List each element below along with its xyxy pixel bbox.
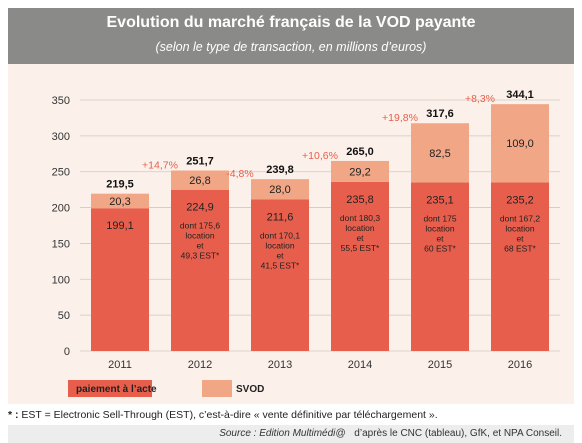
legend-label-paiement: paiement à l’acte xyxy=(76,384,157,395)
bar-detail-text: dont 175 xyxy=(423,213,456,223)
growth-label: +19,8% xyxy=(382,112,418,124)
bar-label-svod: 26,8 xyxy=(189,175,210,187)
bar-label-paiement: 224,9 xyxy=(186,202,214,214)
legend-label-svod: SVOD xyxy=(236,384,264,395)
bar-detail-text: dont 167,2 xyxy=(500,213,540,223)
bar-detail-text: et xyxy=(516,233,524,243)
bar-svod xyxy=(251,179,309,200)
y-tick-label: 100 xyxy=(52,274,70,286)
y-tick-label: 50 xyxy=(58,310,70,322)
bar-detail-text: et xyxy=(196,241,204,251)
bar-paiement-a-l-acte xyxy=(251,199,309,351)
bar-svod xyxy=(171,170,229,190)
growth-label: -4,8% xyxy=(226,168,253,180)
bar-detail-text: 55,5 EST* xyxy=(341,243,380,253)
bar-label-svod: 20,3 xyxy=(109,196,130,208)
x-tick-label: 2013 xyxy=(268,359,292,371)
growth-label: +8,3% xyxy=(465,93,495,105)
x-tick-label: 2014 xyxy=(348,359,372,371)
bar-total-label: 239,8 xyxy=(266,164,294,176)
x-tick-label: 2016 xyxy=(508,359,532,371)
y-tick-label: 0 xyxy=(64,346,70,358)
bar-detail-text: dont 175,6 xyxy=(180,221,220,231)
bar-detail-text: 49,3 EST* xyxy=(181,251,220,261)
footnote-text: EST = Electronic Sell-Through (EST), c’e… xyxy=(21,409,438,421)
bar-detail-text: location xyxy=(185,231,215,241)
bar-detail-text: 60 EST* xyxy=(424,243,456,253)
bar-svod xyxy=(411,123,469,183)
bar-detail-text: et xyxy=(356,233,364,243)
x-tick-label: 2015 xyxy=(428,359,452,371)
x-tick-label: 2012 xyxy=(188,359,212,371)
bar-paiement-a-l-acte xyxy=(91,208,149,351)
source-prefix: Source : Edition Multimédi@ xyxy=(219,428,346,439)
y-tick-label: 250 xyxy=(52,167,70,179)
x-tick-label: 2011 xyxy=(108,359,132,371)
bar-detail-text: location xyxy=(425,223,455,233)
bar-label-paiement: 199,1 xyxy=(106,220,134,232)
bar-detail-text: 41,5 EST* xyxy=(261,260,300,270)
legend-swatch-svod xyxy=(202,380,232,397)
footnote-marker: * : xyxy=(8,409,19,421)
bar-svod xyxy=(91,193,149,209)
bar-total-label: 317,6 xyxy=(426,108,454,120)
chart-subtitle: (selon le type de transaction, en millio… xyxy=(155,40,427,54)
bar-paiement-a-l-acte xyxy=(171,189,229,351)
growth-label: +14,7% xyxy=(142,159,178,171)
bar-total-label: 251,7 xyxy=(186,155,214,167)
chart-area: 0 50 100 150 200 250 300 350 199,1 20,3 219,5 2011 2… xyxy=(8,64,574,404)
stacked-bar-chart: 0 50 100 150 200 250 300 350 199,1 20,3 219,5 2011 2… xyxy=(52,89,560,397)
bar-paiement-a-l-acte xyxy=(411,182,469,351)
legend-swatch-paiement xyxy=(68,380,152,397)
bar-label-paiement: 235,8 xyxy=(346,194,374,206)
source-rest: d’après le CNC (tableau), GfK, et NPA Co… xyxy=(351,428,562,439)
y-tick-label: 150 xyxy=(52,238,70,250)
bar-detail-text: location xyxy=(265,240,295,250)
bar-label-svod: 109,0 xyxy=(506,138,534,150)
growth-label: +10,6% xyxy=(302,150,338,162)
bar-detail-text: location xyxy=(505,223,535,233)
chart-title: Evolution du marché français de la VOD p… xyxy=(106,14,476,31)
bar-paiement-a-l-acte xyxy=(491,182,549,351)
bar-svod xyxy=(491,104,549,183)
bar-detail-text: et xyxy=(436,233,444,243)
y-tick-label: 350 xyxy=(52,95,70,107)
bar-label-svod: 29,2 xyxy=(349,166,370,178)
bar-label-svod: 28,0 xyxy=(269,184,290,196)
bar-label-paiement: 235,1 xyxy=(426,194,454,206)
y-tick-label: 300 xyxy=(52,131,70,143)
bar-label-paiement: 211,6 xyxy=(267,211,294,223)
bar-detail-text: et xyxy=(276,250,284,260)
bar-label-svod: 82,5 xyxy=(429,148,450,160)
bar-total-label: 265,0 xyxy=(346,146,374,158)
y-tick-label: 200 xyxy=(52,203,70,215)
bar-label-paiement: 235,2 xyxy=(506,194,534,206)
bar-detail-text: 68 EST* xyxy=(504,243,536,253)
chart-header: Evolution du marché français de la VOD p… xyxy=(8,8,574,64)
source-line: Source : Edition Multimédi@ d’après le C… xyxy=(8,425,574,443)
bar-svod xyxy=(331,160,389,182)
bar-detail-text: dont 180,3 xyxy=(340,213,380,223)
bar-total-label: 344,1 xyxy=(506,89,534,101)
footnote: * : EST = Electronic Sell-Through (EST),… xyxy=(8,409,574,421)
bar-detail-text: location xyxy=(345,223,375,233)
bar-paiement-a-l-acte xyxy=(331,181,389,351)
bar-total-label: 219,5 xyxy=(106,179,134,191)
bar-detail-text: dont 170,1 xyxy=(260,230,300,240)
